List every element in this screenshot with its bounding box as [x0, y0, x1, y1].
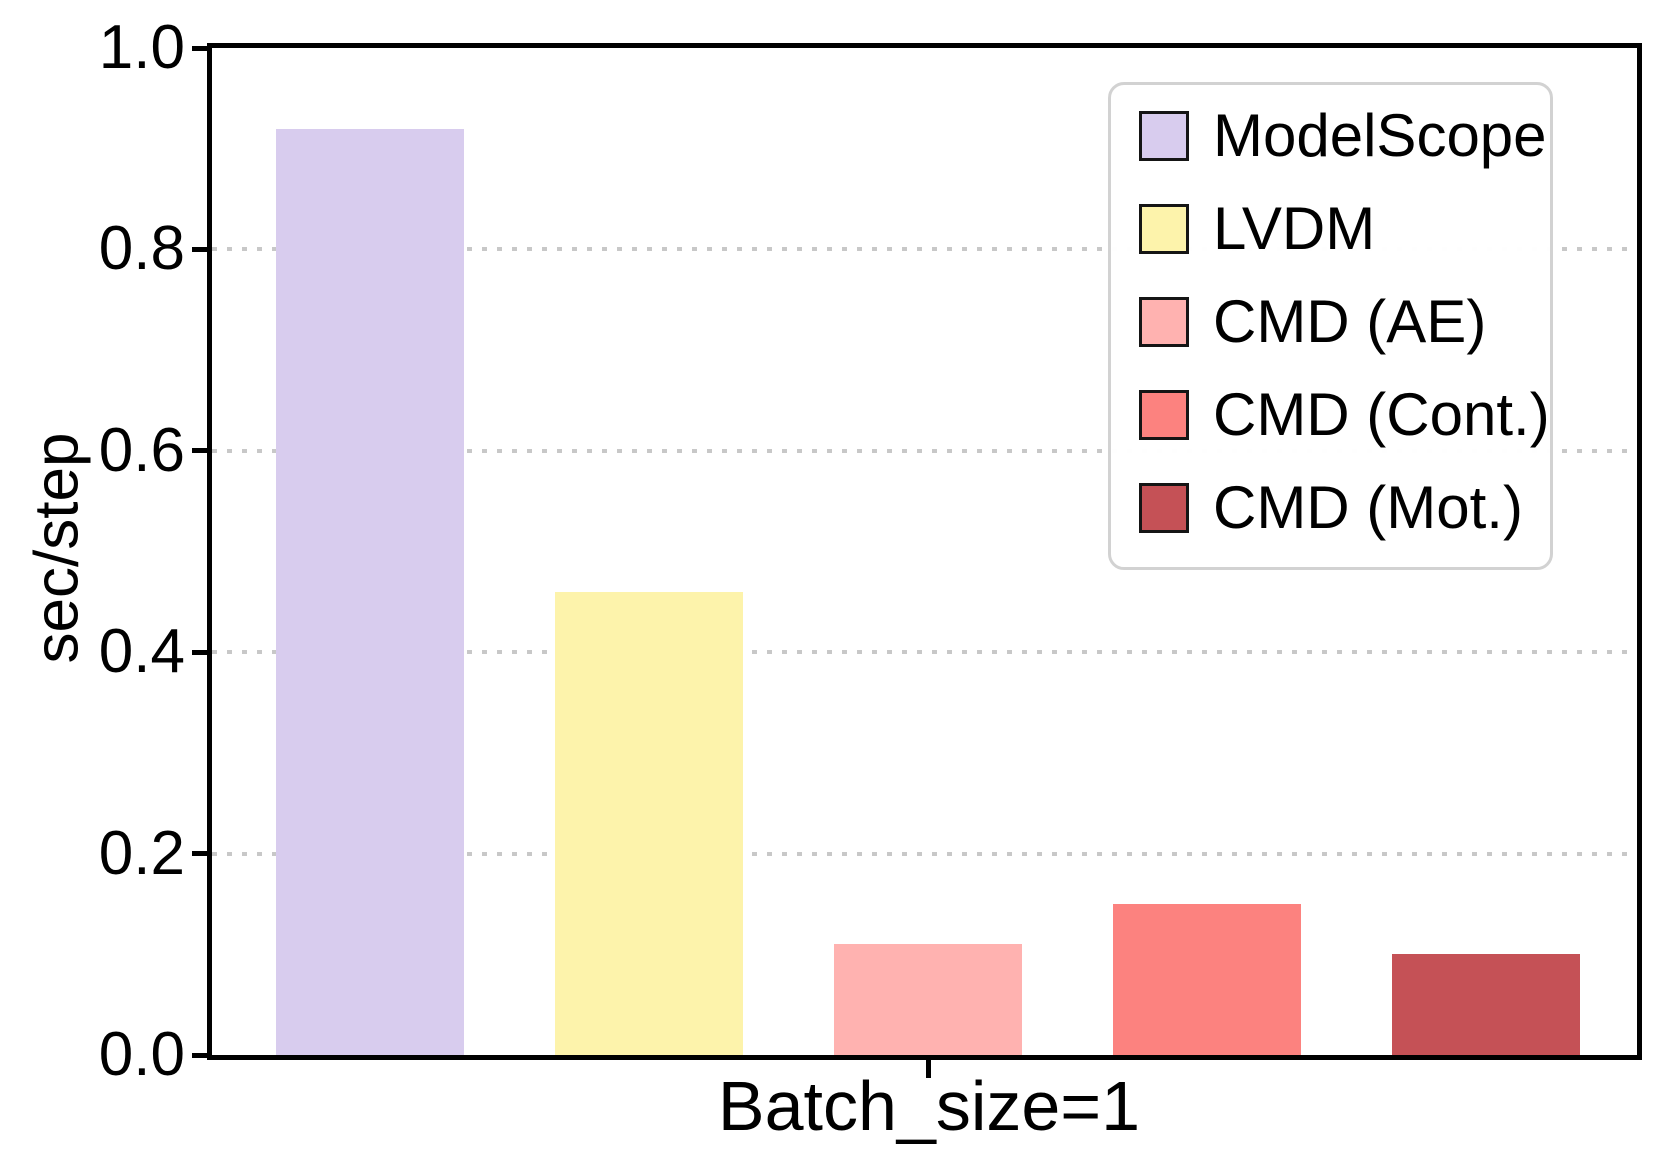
- legend-swatch-icon: [1139, 203, 1189, 254]
- legend-swatch-icon: [1139, 296, 1189, 347]
- legend-label: CMD (AE): [1213, 288, 1487, 355]
- y-tick-mark: [192, 448, 207, 454]
- y-tick-label: 0.8: [98, 214, 185, 284]
- y-tick-mark: [192, 45, 207, 51]
- y-tick-mark: [192, 851, 207, 857]
- gridline: [212, 851, 1637, 856]
- legend-item: CMD (Mot.): [1139, 461, 1550, 554]
- legend-item: CMD (Cont.): [1139, 368, 1550, 461]
- y-tick-mark: [192, 1052, 207, 1058]
- legend-swatch-icon: [1139, 389, 1189, 440]
- bar-CMD (Mot.): [1392, 954, 1580, 1055]
- legend: ModelScope LVDM CMD (AE) CMD (Cont.) CMD (Mo…: [1108, 82, 1553, 570]
- legend-label: CMD (Cont.): [1213, 381, 1550, 448]
- y-tick-mark: [192, 246, 207, 252]
- bar-CMD (AE): [834, 944, 1022, 1055]
- legend-item: LVDM: [1139, 182, 1550, 275]
- gridline: [212, 247, 1637, 252]
- plot-area: ModelScope LVDM CMD (AE) CMD (Cont.) CMD (Mo…: [192, 43, 1642, 1078]
- legend-item: ModelScope: [1139, 89, 1550, 182]
- y-tick-mark: [192, 649, 207, 655]
- bar-LVDM: [555, 591, 743, 1055]
- y-tick-label: 0.2: [98, 818, 185, 888]
- legend-swatch-icon: [1139, 482, 1189, 533]
- y-tick-label: 0.4: [98, 617, 185, 687]
- legend-swatch-icon: [1139, 110, 1189, 161]
- legend-label: LVDM: [1213, 195, 1376, 262]
- legend-label: ModelScope: [1213, 102, 1547, 169]
- legend-label: CMD (Mot.): [1213, 474, 1523, 541]
- bar-CMD (Cont.): [1113, 903, 1301, 1055]
- y-tick-label: 0.0: [98, 1020, 185, 1089]
- gridline: [212, 650, 1637, 655]
- y-tick-label: 0.6: [98, 415, 185, 485]
- x-axis-label: Batch_size=1: [717, 1067, 1141, 1145]
- y-tick-label: 1.0: [98, 13, 185, 82]
- legend-item: CMD (AE): [1139, 275, 1550, 368]
- x-tick-mark: [925, 1060, 931, 1078]
- gridline: [212, 448, 1637, 453]
- bar-ModelScope: [276, 128, 464, 1055]
